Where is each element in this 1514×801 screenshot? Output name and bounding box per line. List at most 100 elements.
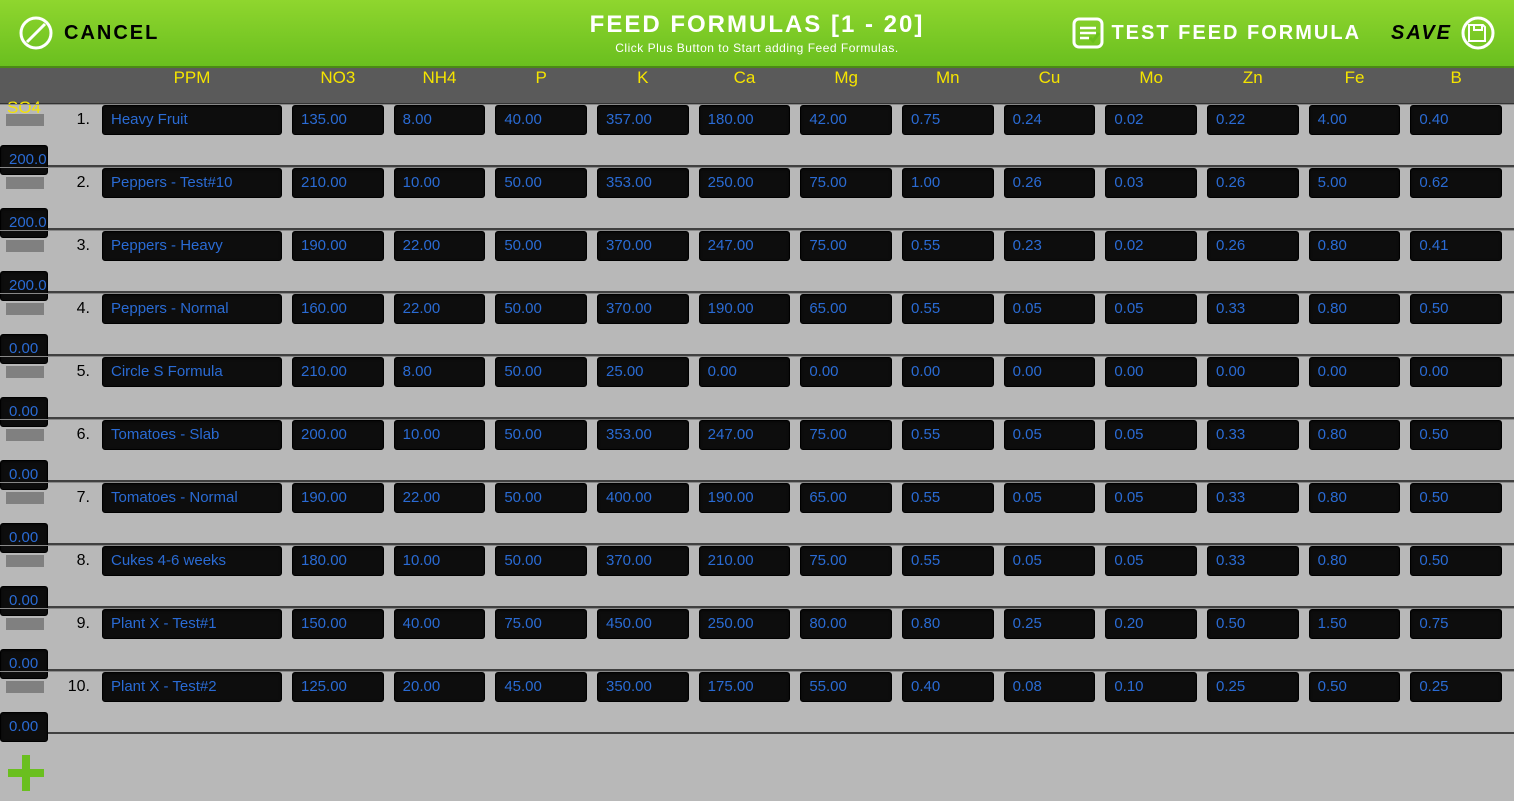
- value-input[interactable]: 0.33: [1207, 546, 1299, 576]
- value-input[interactable]: 0.80: [902, 609, 994, 639]
- value-input[interactable]: 190.00: [292, 231, 384, 261]
- value-input[interactable]: 0.05: [1105, 546, 1197, 576]
- formula-name-input[interactable]: Heavy Fruit: [102, 105, 282, 135]
- value-input[interactable]: 135.00: [292, 105, 384, 135]
- formula-name-input[interactable]: Circle S Formula: [102, 357, 282, 387]
- value-input[interactable]: 0.33: [1207, 483, 1299, 513]
- value-input[interactable]: 8.00: [394, 105, 486, 135]
- value-input[interactable]: 50.00: [495, 357, 587, 387]
- value-input[interactable]: 0.00: [1309, 357, 1401, 387]
- value-input[interactable]: 22.00: [394, 294, 486, 324]
- value-input[interactable]: 0.75: [1410, 609, 1502, 639]
- value-input[interactable]: 0.23: [1004, 231, 1096, 261]
- drag-handle[interactable]: [6, 492, 44, 504]
- value-input[interactable]: 160.00: [292, 294, 384, 324]
- value-input[interactable]: 10.00: [394, 546, 486, 576]
- value-input[interactable]: 0.05: [1004, 294, 1096, 324]
- value-input[interactable]: 22.00: [394, 483, 486, 513]
- value-input[interactable]: 400.00: [597, 483, 689, 513]
- value-input[interactable]: 250.00: [699, 168, 791, 198]
- add-formula-button[interactable]: [4, 751, 48, 795]
- value-input[interactable]: 0.03: [1105, 168, 1197, 198]
- formula-name-input[interactable]: Tomatoes - Normal: [102, 483, 282, 513]
- value-input[interactable]: 0.25: [1207, 672, 1299, 702]
- value-input[interactable]: 0.00: [1004, 357, 1096, 387]
- value-input[interactable]: 0.00: [902, 357, 994, 387]
- value-input[interactable]: 1.00: [902, 168, 994, 198]
- value-input[interactable]: 0.80: [1309, 546, 1401, 576]
- value-input[interactable]: 0.00: [1105, 357, 1197, 387]
- test-feed-formula-button[interactable]: TEST FEED FORMULA: [1071, 16, 1361, 50]
- value-input[interactable]: 150.00: [292, 609, 384, 639]
- value-input[interactable]: 8.00: [394, 357, 486, 387]
- value-input[interactable]: 0.40: [1410, 105, 1502, 135]
- drag-handle[interactable]: [6, 240, 44, 252]
- value-input[interactable]: 0.50: [1410, 483, 1502, 513]
- value-input[interactable]: 10.00: [394, 420, 486, 450]
- value-input[interactable]: 0.55: [902, 483, 994, 513]
- value-input[interactable]: 0.55: [902, 294, 994, 324]
- drag-handle[interactable]: [6, 366, 44, 378]
- value-input[interactable]: 75.00: [800, 546, 892, 576]
- value-input[interactable]: 0.26: [1207, 168, 1299, 198]
- value-input[interactable]: 0.41: [1410, 231, 1502, 261]
- value-input[interactable]: 0.50: [1207, 609, 1299, 639]
- value-input[interactable]: 80.00: [800, 609, 892, 639]
- drag-handle[interactable]: [6, 555, 44, 567]
- value-input[interactable]: 75.00: [800, 168, 892, 198]
- value-input[interactable]: 75.00: [800, 420, 892, 450]
- value-input[interactable]: 200.00: [292, 420, 384, 450]
- value-input[interactable]: 10.00: [394, 168, 486, 198]
- value-input[interactable]: 0.20: [1105, 609, 1197, 639]
- value-input[interactable]: 180.00: [292, 546, 384, 576]
- value-input[interactable]: 353.00: [597, 420, 689, 450]
- value-input[interactable]: 45.00: [495, 672, 587, 702]
- value-input[interactable]: 190.00: [699, 294, 791, 324]
- value-input[interactable]: 247.00: [699, 420, 791, 450]
- value-input[interactable]: 0.05: [1004, 546, 1096, 576]
- formula-name-input[interactable]: Plant X - Test#1: [102, 609, 282, 639]
- value-input[interactable]: 55.00: [800, 672, 892, 702]
- value-input[interactable]: 75.00: [800, 231, 892, 261]
- value-input[interactable]: 0.80: [1309, 294, 1401, 324]
- value-input[interactable]: 370.00: [597, 546, 689, 576]
- value-input[interactable]: 0.05: [1004, 420, 1096, 450]
- value-input[interactable]: 0.55: [902, 231, 994, 261]
- value-input[interactable]: 50.00: [495, 294, 587, 324]
- drag-handle[interactable]: [6, 114, 44, 126]
- drag-handle[interactable]: [6, 429, 44, 441]
- formula-name-input[interactable]: Plant X - Test#2: [102, 672, 282, 702]
- value-input[interactable]: 0.25: [1004, 609, 1096, 639]
- value-input[interactable]: 0.05: [1105, 483, 1197, 513]
- value-input[interactable]: 0.62: [1410, 168, 1502, 198]
- value-input[interactable]: 0.05: [1105, 294, 1197, 324]
- value-input[interactable]: 0.00: [699, 357, 791, 387]
- value-input[interactable]: 50.00: [495, 546, 587, 576]
- value-input[interactable]: 0.05: [1004, 483, 1096, 513]
- value-input[interactable]: 450.00: [597, 609, 689, 639]
- value-input[interactable]: 180.00: [699, 105, 791, 135]
- value-input[interactable]: 353.00: [597, 168, 689, 198]
- formula-name-input[interactable]: Peppers - Heavy: [102, 231, 282, 261]
- value-input[interactable]: 1.50: [1309, 609, 1401, 639]
- value-input[interactable]: 0.50: [1410, 420, 1502, 450]
- drag-handle[interactable]: [6, 618, 44, 630]
- value-input[interactable]: 357.00: [597, 105, 689, 135]
- value-input[interactable]: 0.00: [1207, 357, 1299, 387]
- value-input[interactable]: 175.00: [699, 672, 791, 702]
- value-input[interactable]: 0.40: [902, 672, 994, 702]
- value-input[interactable]: 40.00: [495, 105, 587, 135]
- drag-handle[interactable]: [6, 681, 44, 693]
- value-input[interactable]: 0.00: [1410, 357, 1502, 387]
- formula-name-input[interactable]: Peppers - Normal: [102, 294, 282, 324]
- value-input[interactable]: 0.24: [1004, 105, 1096, 135]
- value-input[interactable]: 0.80: [1309, 231, 1401, 261]
- value-input[interactable]: 4.00: [1309, 105, 1401, 135]
- value-input[interactable]: 65.00: [800, 294, 892, 324]
- value-input[interactable]: 50.00: [495, 420, 587, 450]
- value-input[interactable]: 190.00: [292, 483, 384, 513]
- drag-handle[interactable]: [6, 303, 44, 315]
- value-input[interactable]: 0.80: [1309, 420, 1401, 450]
- value-input[interactable]: 40.00: [394, 609, 486, 639]
- value-input[interactable]: 50.00: [495, 231, 587, 261]
